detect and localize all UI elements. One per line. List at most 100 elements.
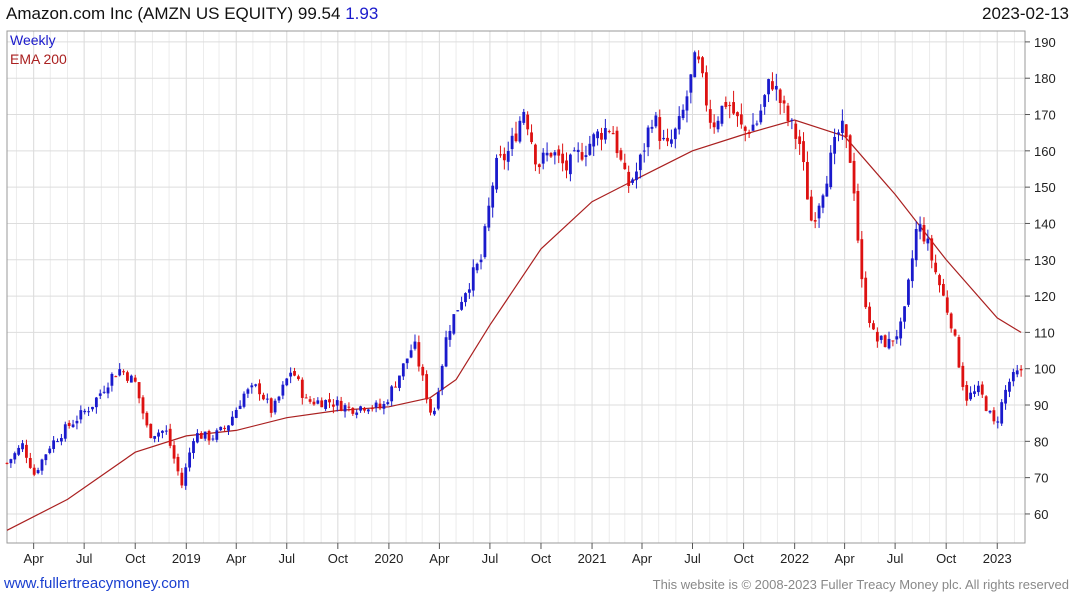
candle-body-up bbox=[914, 228, 918, 261]
candle-body-down bbox=[347, 406, 351, 408]
candle-body-up bbox=[969, 392, 973, 400]
candle-body-up bbox=[973, 391, 976, 394]
x-tick-label: Apr bbox=[429, 551, 450, 566]
last-price: 99.54 bbox=[297, 4, 341, 23]
candle-body-up bbox=[436, 392, 440, 409]
candle-body-up bbox=[1004, 389, 1007, 404]
candle-body-up bbox=[91, 406, 94, 410]
candle-body-down bbox=[701, 57, 704, 74]
candle-body-up bbox=[510, 135, 514, 150]
candle-body-up bbox=[87, 411, 90, 413]
candle-body-up bbox=[153, 436, 157, 439]
candle-body-up bbox=[603, 128, 607, 140]
candle-body-up bbox=[1011, 372, 1015, 382]
candle-body-down bbox=[172, 445, 176, 459]
candle-body-up bbox=[522, 111, 526, 123]
candle-body-up bbox=[767, 79, 770, 95]
candle-body-down bbox=[883, 335, 887, 348]
candle-body-down bbox=[137, 382, 141, 399]
candle-body-down bbox=[537, 164, 541, 168]
candle-body-down bbox=[168, 428, 172, 446]
x-tick-label: 2020 bbox=[374, 551, 403, 566]
y-tick-label: 120 bbox=[1034, 289, 1056, 304]
candle-body-down bbox=[526, 114, 530, 130]
candle-body-up bbox=[903, 306, 906, 322]
candle-body-down bbox=[949, 313, 953, 329]
ema-layer bbox=[6, 119, 1022, 531]
candle-body-up bbox=[491, 185, 495, 208]
candle-body-down bbox=[938, 275, 941, 286]
candle-body-down bbox=[149, 423, 153, 439]
candle-body-down bbox=[133, 377, 137, 382]
candle-body-down bbox=[798, 136, 802, 145]
candle-body-up bbox=[398, 375, 401, 388]
candle-body-down bbox=[514, 133, 518, 142]
candle-body-down bbox=[953, 329, 957, 336]
candle-body-up bbox=[475, 263, 479, 271]
candle-body-up bbox=[545, 152, 549, 156]
candle-body-down bbox=[802, 141, 805, 163]
candle-body-down bbox=[262, 394, 265, 400]
candle-body-down bbox=[300, 379, 304, 398]
y-tick-label: 90 bbox=[1034, 398, 1048, 413]
price-change: 1.93 bbox=[345, 4, 379, 23]
candle-body-up bbox=[460, 301, 464, 310]
candle-body-up bbox=[21, 443, 24, 450]
candle-body-down bbox=[425, 374, 429, 400]
candle-body-down bbox=[28, 457, 32, 468]
candle-body-down bbox=[619, 150, 623, 160]
candle-body-up bbox=[895, 336, 899, 340]
candle-body-down bbox=[806, 161, 809, 200]
candle-body-down bbox=[328, 399, 331, 403]
candle-body-up bbox=[452, 314, 456, 334]
candle-body-up bbox=[440, 365, 444, 390]
chart-date: 2023-02-13 bbox=[982, 4, 1069, 23]
candle-body-up bbox=[110, 373, 114, 386]
candle-body-up bbox=[448, 330, 452, 340]
candle-body-up bbox=[988, 410, 992, 413]
y-tick-label: 150 bbox=[1034, 180, 1056, 195]
x-tick-label: 2021 bbox=[578, 551, 607, 566]
candle-body-down bbox=[848, 135, 852, 163]
candle-body-up bbox=[359, 406, 362, 411]
site-link[interactable]: www.fullertreacymoney.com bbox=[4, 575, 190, 592]
x-tick-label: Jul bbox=[76, 551, 93, 566]
candle-body-up bbox=[36, 470, 40, 474]
candle-body-up bbox=[106, 387, 110, 394]
candle-body-up bbox=[9, 459, 13, 464]
candle-body-up bbox=[646, 127, 650, 148]
candle-body-up bbox=[926, 238, 930, 244]
candle-body-down bbox=[223, 427, 226, 429]
candle-body-up bbox=[638, 154, 642, 171]
candle-body-up bbox=[479, 259, 483, 263]
candle-body-up bbox=[195, 433, 199, 443]
candle-body-down bbox=[872, 323, 875, 330]
candle-body-down bbox=[304, 397, 308, 399]
candle-body-up bbox=[71, 424, 75, 428]
candle-body-down bbox=[875, 331, 879, 342]
candle-body-up bbox=[716, 120, 720, 130]
candle-body-up bbox=[693, 52, 697, 78]
candle-body-up bbox=[763, 95, 767, 107]
candle-body-down bbox=[611, 133, 615, 135]
y-tick-label: 60 bbox=[1034, 507, 1048, 522]
candle-body-down bbox=[794, 123, 798, 139]
candle-body-down bbox=[747, 132, 751, 135]
candle-body-down bbox=[32, 467, 36, 475]
candle-body-up bbox=[401, 363, 405, 377]
chart-title: Amazon.com Inc (AMZN US EQUITY) 99.54 1.… bbox=[6, 4, 378, 24]
candle-body-up bbox=[281, 384, 285, 396]
candle-body-up bbox=[899, 321, 903, 339]
legend-weekly: Weekly bbox=[10, 32, 56, 48]
candle-body-down bbox=[607, 131, 611, 133]
candle-body-up bbox=[887, 338, 891, 349]
candle-body-up bbox=[94, 397, 98, 408]
candle-body-down bbox=[557, 149, 561, 156]
candle-body-up bbox=[774, 85, 778, 90]
candle-body-down bbox=[5, 462, 9, 464]
candle-body-up bbox=[483, 226, 487, 258]
candle-body-up bbox=[910, 258, 914, 282]
candle-body-up bbox=[343, 405, 347, 412]
candle-body-up bbox=[444, 337, 448, 367]
candle-body-down bbox=[339, 400, 343, 411]
